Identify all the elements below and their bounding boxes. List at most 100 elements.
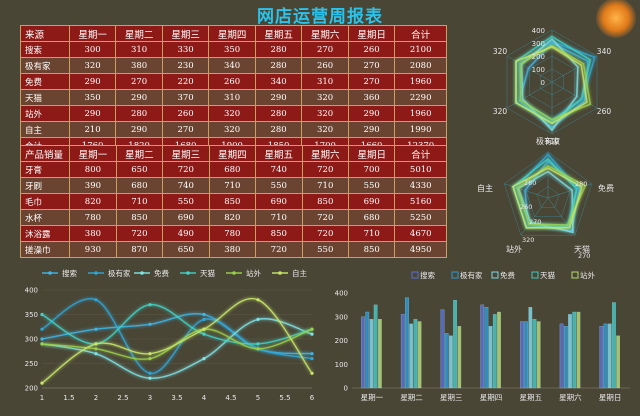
line-point	[40, 312, 44, 317]
row-label: 搜索	[20, 41, 70, 58]
x-tick-label: 星期日	[599, 393, 622, 402]
line-point	[40, 342, 44, 346]
table-cell: 270	[115, 73, 163, 90]
page-title: 网店运营周报表	[257, 7, 383, 27]
radar-ring-label: 200	[532, 53, 545, 61]
y-tick-label: 200	[335, 337, 348, 345]
radar-axis-label: 站外	[506, 244, 522, 254]
radar-axis-label: 260	[597, 107, 612, 116]
row-label: 牙膏	[19, 161, 71, 178]
table-cell: 280	[254, 41, 303, 58]
radar-value-label: 280	[524, 179, 536, 187]
legend-label: 站外	[246, 268, 261, 278]
radar-axis-label: 320	[493, 47, 508, 56]
table-row: 天猫 350 290 370 310 290 320 360 2290	[20, 89, 447, 106]
table-cell: 710	[347, 225, 396, 242]
table-header-cell: 星期日	[347, 145, 396, 162]
line-point	[148, 352, 152, 356]
table-cell: 320	[301, 121, 349, 138]
product-sales-table: 产品销量 星期一 星期二 星期三 星期四 星期五 星期六 星期日 合计 牙膏 800 650 720 68…	[19, 145, 447, 258]
bar	[536, 321, 541, 389]
bar	[616, 335, 620, 389]
radar-spoke	[520, 197, 549, 236]
bar-chart	[352, 271, 630, 389]
legend-swatch	[571, 271, 579, 279]
x-tick-label: 1	[40, 394, 44, 402]
radar-series-5	[512, 167, 583, 229]
bar	[457, 326, 462, 389]
table-cell: 310	[208, 89, 256, 106]
radar-gridline	[504, 151, 592, 236]
legend-marker	[48, 271, 52, 275]
legend-label: 搜索	[420, 270, 435, 280]
row-label: 极有家	[20, 57, 70, 74]
x-tick-label: 星期五	[519, 393, 542, 402]
radar-axis-label: 320	[493, 107, 508, 116]
bar	[417, 321, 422, 389]
bar	[492, 314, 497, 389]
table-cell: 690	[162, 209, 210, 226]
table-cell: 320	[208, 105, 256, 122]
bar	[409, 323, 414, 389]
bar	[520, 321, 524, 389]
table-row: 免费 290 270 220 260 340 310 270 1960	[20, 73, 447, 90]
x-tick-label: 4.5	[225, 394, 236, 402]
line-point	[256, 317, 260, 321]
bar	[369, 318, 374, 389]
table-cell: 820	[69, 193, 117, 210]
legend-label: 自主	[292, 268, 307, 278]
table-cell: 390	[69, 177, 117, 194]
line-series-2	[41, 318, 313, 379]
line-point	[202, 317, 206, 321]
legend-label: 天猫	[540, 270, 555, 280]
table-header-cell: 星期六	[301, 25, 349, 42]
row-label: 搓澡巾	[19, 241, 71, 258]
radar-spoke	[506, 81, 553, 109]
bar	[365, 311, 370, 389]
y-tick-label: 100	[335, 361, 348, 369]
radar-axis-label: 天猫	[574, 244, 590, 254]
table-row: 搓澡巾 930 870 650 380 720 550 850 4950	[19, 241, 447, 258]
legend-marker	[140, 271, 144, 275]
bar	[607, 323, 612, 389]
bar	[532, 318, 537, 389]
legend-label: 站外	[580, 270, 595, 280]
table-header-cell: 星期一	[68, 25, 117, 42]
radar-axis-label: 免费	[598, 183, 614, 193]
x-tick-label: 星期一	[361, 393, 384, 402]
bar	[528, 307, 533, 389]
line-point	[94, 352, 98, 356]
radar-value-label: 260	[520, 203, 532, 211]
bar	[361, 316, 365, 389]
line-point	[310, 327, 314, 331]
radar-spoke	[506, 55, 553, 83]
line-point	[94, 342, 98, 346]
line-point	[202, 312, 206, 317]
table-cell: 720	[255, 241, 303, 258]
table-cell: 680	[115, 177, 164, 194]
table-cell: 310	[301, 73, 349, 90]
table-cell: 1960	[394, 73, 447, 90]
legend-marker	[94, 271, 98, 275]
radar-spoke	[504, 183, 549, 199]
table-row: 自主 210 290 270 320 280 320 290 1990	[20, 121, 447, 138]
radar-series-2	[520, 38, 579, 132]
legend-swatch	[411, 271, 419, 279]
bar	[484, 307, 489, 389]
x-tick-label: 5.5	[279, 394, 290, 402]
bar	[559, 323, 564, 389]
table-cell: 290	[115, 89, 163, 106]
line-series-5	[41, 297, 313, 384]
line-point	[202, 332, 206, 336]
bar	[373, 304, 378, 389]
line-point	[202, 327, 206, 331]
table-cell: 260	[347, 41, 396, 58]
table-cell: 1960	[394, 105, 447, 122]
table-cell: 680	[347, 209, 396, 226]
table-cell: 2290	[394, 89, 447, 106]
table-cell: 260	[301, 57, 349, 74]
radar-axis-label: 310	[545, 137, 560, 146]
radar-series-4	[519, 44, 592, 121]
radar-value-label: 270	[529, 218, 541, 226]
table-cell: 740	[255, 161, 303, 178]
